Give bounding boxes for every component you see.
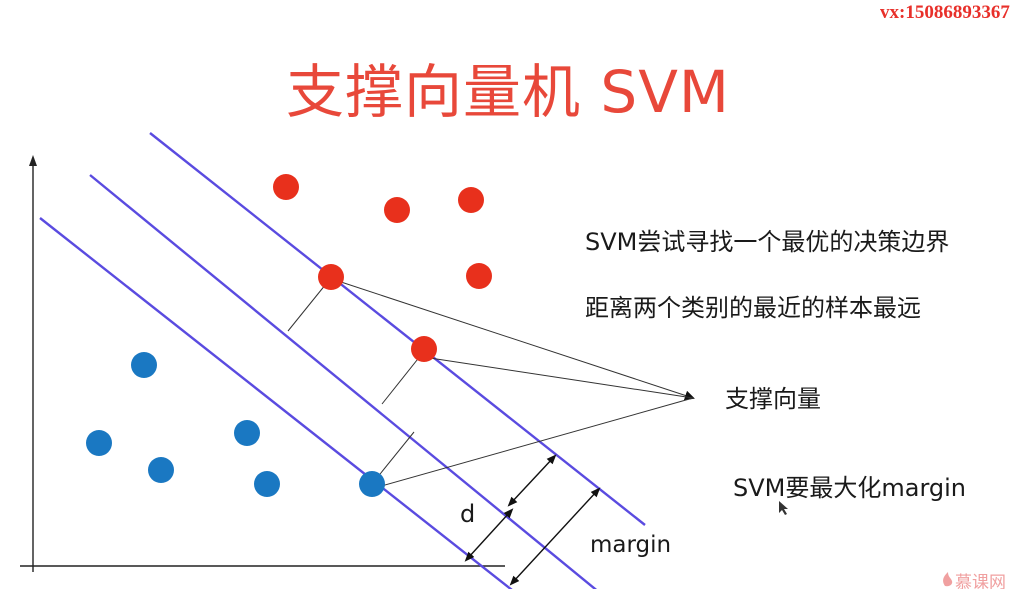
logo-text: 慕课网 — [955, 573, 1006, 589]
logo-flame-icon — [943, 572, 953, 587]
note-maximize-margin: SVM要最大化margin — [733, 474, 967, 502]
red-point-support-vector — [411, 336, 437, 362]
d-arrow — [507, 454, 557, 507]
blue-point — [131, 352, 157, 378]
pointer-line-1 — [334, 279, 695, 401]
margin-label: margin — [590, 532, 672, 558]
y-axis-arrow-icon — [29, 155, 37, 166]
red-class-points — [273, 174, 492, 362]
d-arrow-lower — [464, 508, 514, 562]
pointer-line-3 — [377, 397, 694, 488]
blue-point — [148, 457, 174, 483]
axes — [20, 155, 505, 572]
distance-d-label: d — [460, 500, 476, 528]
mouse-cursor-icon — [779, 501, 788, 515]
margin-line-blue-side — [39, 217, 513, 589]
note-farthest-samples: 距离两个类别的最近的样本最远 — [585, 294, 921, 322]
margin-line-red-side — [149, 132, 646, 526]
blue-point — [254, 471, 280, 497]
red-point — [273, 174, 299, 200]
margin-arrow — [509, 487, 601, 586]
distance-segments — [287, 278, 426, 485]
decision-boundary-line — [89, 174, 598, 589]
red-point — [458, 187, 484, 213]
blue-point — [86, 430, 112, 456]
distance-segment-1 — [287, 278, 331, 332]
pointer-line-2 — [429, 357, 694, 399]
blue-point-support-vector — [359, 471, 385, 497]
blue-point — [234, 420, 260, 446]
blue-class-points — [86, 352, 385, 497]
slide-title: 支撑向量机 SVM — [286, 58, 730, 126]
watermark: vx:15086893367 — [880, 2, 1010, 23]
support-vectors-label: 支撑向量 — [725, 385, 821, 413]
boundary-lines — [39, 132, 646, 589]
red-point — [384, 197, 410, 223]
red-point — [466, 263, 492, 289]
red-point-support-vector — [318, 264, 344, 290]
note-optimal-boundary: SVM尝试寻找一个最优的决策边界 — [585, 228, 950, 256]
support-vector-pointers — [334, 279, 695, 488]
margin-arrows — [464, 454, 601, 586]
